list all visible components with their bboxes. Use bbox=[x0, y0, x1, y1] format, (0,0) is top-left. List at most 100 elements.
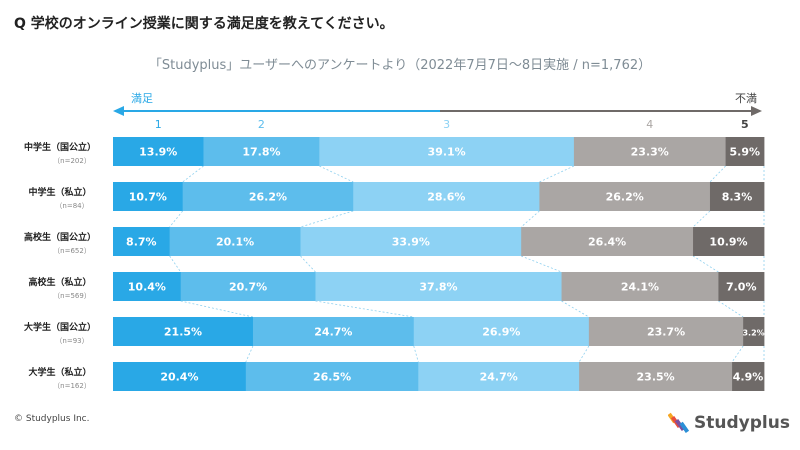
brand-name: Studyplus bbox=[694, 413, 790, 433]
scale-level-3: 3 bbox=[443, 118, 450, 131]
scale-level-5: 5 bbox=[741, 118, 749, 131]
category-sample-size: （n=93） bbox=[55, 337, 88, 345]
data-label: 26.9% bbox=[482, 326, 520, 339]
category-label: 中学生（国公立） bbox=[24, 141, 96, 153]
bar-segment-level-2 bbox=[180, 272, 316, 301]
data-label: 28.6% bbox=[427, 191, 465, 204]
bar-segment-level-5 bbox=[709, 182, 765, 211]
studyplus-logo-icon bbox=[668, 412, 690, 434]
bar-segment-level-3 bbox=[300, 227, 522, 256]
data-label: 26.5% bbox=[313, 371, 351, 384]
boundary-connector bbox=[578, 345, 590, 363]
bar-segment-level-5 bbox=[743, 317, 765, 346]
boundary-connector bbox=[245, 345, 254, 363]
bar-segment-level-3 bbox=[418, 362, 580, 391]
bar-segment-level-1 bbox=[113, 137, 204, 166]
category-sample-size: （n=652） bbox=[53, 247, 91, 255]
boundary-connector bbox=[319, 165, 354, 183]
question-title: Q 学校のオンライン授業に関する満足度を教えてください。 bbox=[14, 16, 394, 32]
data-label: 20.4% bbox=[160, 371, 198, 384]
category-label: 大学生（私立） bbox=[28, 366, 91, 378]
boundary-connector bbox=[180, 300, 254, 318]
category-label: 中学生（私立） bbox=[28, 186, 91, 198]
brand-logo: Studyplus bbox=[668, 410, 790, 436]
boundary-connector bbox=[692, 210, 711, 228]
category-sample-size: （n=84） bbox=[55, 202, 88, 210]
boundary-connector bbox=[300, 210, 354, 228]
data-label: 23.7% bbox=[647, 326, 685, 339]
boundary-connector bbox=[315, 300, 414, 318]
bar-segment-level-3 bbox=[315, 272, 562, 301]
boundary-connector bbox=[300, 255, 316, 273]
category-sample-size: （n=569） bbox=[53, 292, 91, 300]
data-label: 37.8% bbox=[419, 281, 457, 294]
bar-segment-level-2 bbox=[203, 137, 320, 166]
data-label: 24.1% bbox=[621, 281, 659, 294]
bar-segment-level-2 bbox=[169, 227, 301, 256]
data-label: 26.2% bbox=[606, 191, 644, 204]
copyright: © Studyplus Inc. bbox=[14, 414, 90, 424]
data-label: 24.7% bbox=[314, 326, 352, 339]
boundary-connector bbox=[731, 345, 744, 363]
category-sample-size: （n=202） bbox=[53, 157, 91, 165]
bar-segment-level-1 bbox=[113, 272, 182, 301]
data-label: 10.7% bbox=[129, 191, 167, 204]
boundary-connector bbox=[709, 165, 726, 183]
data-label: 5.9% bbox=[730, 146, 761, 159]
scale-label-satisfied: 満足 bbox=[131, 92, 153, 105]
data-label: 33.9% bbox=[392, 236, 430, 249]
bar-segment-level-5 bbox=[725, 137, 765, 166]
data-label: 26.4% bbox=[588, 236, 626, 249]
bar-segment-level-2 bbox=[182, 182, 354, 211]
bar-segment-level-4 bbox=[579, 362, 733, 391]
boundary-connector bbox=[692, 255, 719, 273]
boundary-connector bbox=[182, 165, 204, 183]
bar-segment-level-5 bbox=[732, 362, 765, 391]
bar-segment-level-1 bbox=[113, 362, 247, 391]
survey-subtitle: 「Studyplus」ユーザーへのアンケートより（2022年7月7日〜8日実施 … bbox=[148, 58, 652, 73]
data-label: 10.4% bbox=[128, 281, 166, 294]
boundary-connector bbox=[561, 300, 590, 318]
bar-segment-level-3 bbox=[413, 317, 590, 346]
boundary-connector bbox=[520, 210, 540, 228]
data-label: 24.7% bbox=[480, 371, 518, 384]
bar-segment-level-4 bbox=[588, 317, 744, 346]
category-sample-size: （n=162） bbox=[53, 382, 91, 390]
boundary-connector bbox=[539, 165, 575, 183]
boundary-connector bbox=[413, 345, 419, 363]
data-label: 20.1% bbox=[216, 236, 254, 249]
data-label: 3.2% bbox=[742, 329, 764, 338]
category-label: 大学生（国公立） bbox=[24, 321, 96, 333]
data-label: 23.3% bbox=[631, 146, 669, 159]
bar-segment-level-4 bbox=[561, 272, 719, 301]
bar-segment-level-1 bbox=[113, 182, 184, 211]
scale-level-1: 1 bbox=[155, 118, 162, 131]
scale-level-4: 4 bbox=[646, 118, 653, 131]
data-label: 20.7% bbox=[229, 281, 267, 294]
bar-segment-level-4 bbox=[539, 182, 711, 211]
bar-segment-level-5 bbox=[718, 272, 765, 301]
boundary-connector bbox=[169, 210, 183, 228]
arrow-left-icon bbox=[113, 106, 124, 116]
bar-segment-level-4 bbox=[521, 227, 694, 256]
data-label: 13.9% bbox=[139, 146, 177, 159]
bar-segment-level-2 bbox=[245, 362, 419, 391]
bar-segment-level-3 bbox=[353, 182, 540, 211]
scale-level-2: 2 bbox=[258, 118, 265, 131]
arrow-right-icon bbox=[751, 106, 762, 116]
bar-segment-level-1 bbox=[113, 317, 254, 346]
bar-segment-level-3 bbox=[319, 137, 575, 166]
data-label: 4.9% bbox=[733, 371, 764, 384]
category-label: 高校生（国公立） bbox=[24, 231, 96, 243]
data-label: 26.2% bbox=[249, 191, 287, 204]
bar-segment-level-5 bbox=[693, 227, 765, 256]
data-label: 39.1% bbox=[428, 146, 466, 159]
data-label: 8.7% bbox=[126, 236, 157, 249]
data-label: 21.5% bbox=[164, 326, 202, 339]
data-label: 17.8% bbox=[242, 146, 280, 159]
category-label: 高校生（私立） bbox=[28, 276, 91, 288]
data-label: 7.0% bbox=[726, 281, 757, 294]
data-label: 10.9% bbox=[709, 236, 747, 249]
